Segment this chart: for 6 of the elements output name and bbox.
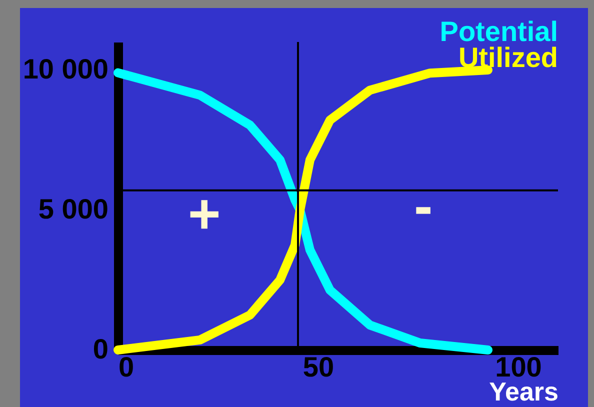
x-tick-label: 0: [118, 352, 134, 382]
y-tick-label: 5 000: [38, 194, 108, 224]
annotation: -: [414, 174, 433, 237]
x-tick-label: 50: [302, 352, 334, 382]
annotation: +: [188, 182, 221, 245]
y-tick-label: 10 000: [22, 54, 108, 84]
